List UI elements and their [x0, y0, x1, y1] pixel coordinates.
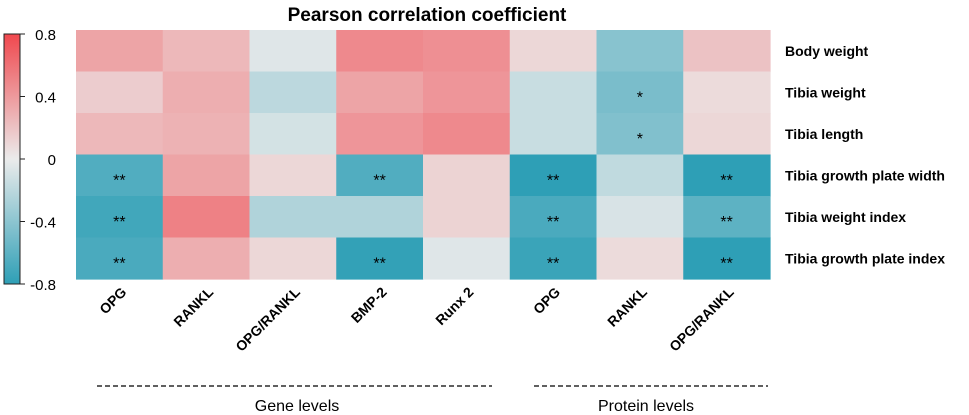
- heatmap-cell: [683, 154, 771, 197]
- column-label: OPG/RANKL: [666, 283, 737, 354]
- heatmap-cell: [249, 154, 337, 197]
- column-label: OPG: [96, 284, 129, 317]
- significance-mark: **: [113, 214, 125, 231]
- heatmap-cell: [249, 71, 337, 114]
- heatmap-cell: [423, 196, 511, 239]
- heatmap-cell: [509, 113, 598, 156]
- column-label: Runx 2: [432, 284, 476, 328]
- heatmap-cell: [423, 237, 511, 280]
- heatmap-cell: [683, 196, 771, 239]
- significance-mark: **: [720, 214, 732, 231]
- heatmap-cell: [596, 196, 684, 239]
- colorbar-tick-label: -0.8: [30, 277, 56, 294]
- heatmap-cell: [162, 237, 251, 280]
- gene-levels-label: Gene levels: [255, 398, 340, 415]
- row-label: Tibia growth plate index: [785, 250, 945, 266]
- heatmap-cell: [336, 113, 424, 156]
- heatmap-cells: [76, 30, 771, 280]
- significance-mark: **: [373, 172, 385, 189]
- heatmap-cell: [162, 154, 251, 197]
- chart-title: Pearson correlation coefficient: [288, 5, 567, 26]
- heatmap-cell: [336, 154, 424, 197]
- significance-mark: **: [547, 214, 559, 231]
- heatmap-cell: [596, 113, 684, 156]
- heatmap-cell: [336, 30, 424, 73]
- significance-mark: **: [113, 255, 125, 272]
- heatmap-cell: [509, 71, 598, 114]
- row-label: Tibia length: [785, 126, 863, 142]
- heatmap-cell: [249, 30, 337, 73]
- significance-mark: **: [720, 172, 732, 189]
- column-label: RANKL: [604, 283, 650, 329]
- heatmap-cell: [683, 30, 771, 73]
- heatmap-cell: [162, 113, 251, 156]
- heatmap-cell: [596, 30, 684, 73]
- heatmap-cell: [76, 196, 164, 239]
- colorbar-tick-label: 0.8: [35, 27, 56, 44]
- heatmap-cell: [596, 71, 684, 114]
- heatmap-cell: [596, 154, 684, 197]
- column-label: OPG/RANKL: [232, 283, 303, 354]
- heatmap-cell: [683, 71, 771, 114]
- significance-mark: **: [547, 172, 559, 189]
- heatmap-cell: [76, 30, 164, 73]
- column-label: RANKL: [170, 283, 216, 329]
- colorbar-tick-label: 0.4: [35, 90, 56, 107]
- heatmap-cell: [249, 196, 337, 239]
- heatmap-cell: [423, 71, 511, 114]
- heatmap-cell: [509, 196, 598, 239]
- column-label: BMP-2: [348, 284, 390, 326]
- significance-mark: **: [547, 255, 559, 272]
- heatmap-cell: [423, 154, 511, 197]
- colorbar-tick-label: -0.4: [30, 215, 56, 232]
- heatmap-cell: [76, 237, 164, 280]
- heatmap-cell: [336, 237, 424, 280]
- heatmap-cell: [76, 71, 164, 114]
- heatmap-cell: [423, 113, 511, 156]
- heatmap-cell: [162, 196, 251, 239]
- row-label: Body weight: [785, 43, 869, 59]
- heatmap-cell: [423, 30, 511, 73]
- column-label: OPG: [530, 284, 563, 317]
- heatmap-cell: [162, 71, 251, 114]
- significance-mark: **: [113, 172, 125, 189]
- row-label: Tibia weight: [785, 84, 866, 100]
- colorbar-ticks: 0.8 0.4 0 -0.4 -0.8: [20, 27, 56, 294]
- heatmap-cell: [76, 113, 164, 156]
- heatmap-cell: [596, 237, 684, 280]
- colorbar: [3, 33, 21, 285]
- row-label: Tibia growth plate width: [785, 167, 945, 183]
- heatmap-cell: [336, 196, 424, 239]
- significance-mark: *: [637, 131, 643, 148]
- colorbar-tick-label: 0: [48, 152, 56, 169]
- row-labels: Body weight Tibia weight Tibia length Tibia…: [785, 43, 945, 267]
- heatmap-cell: [509, 154, 598, 197]
- heatmap-cell: [76, 154, 164, 197]
- row-label: Tibia weight index: [785, 209, 906, 225]
- heatmap-cell: [683, 113, 771, 156]
- heatmap-cell: [162, 30, 251, 73]
- heatmap-cell: [509, 237, 598, 280]
- heatmap-cell: [249, 237, 337, 280]
- protein-levels-label: Protein levels: [598, 398, 694, 415]
- heatmap-cell: [249, 113, 337, 156]
- heatmap-cell: [336, 71, 424, 114]
- significance-marks: **** ** ** **** ** **** ** ** **: [113, 89, 733, 272]
- heatmap-cell: [683, 237, 771, 280]
- column-labels: OPG RANKL OPG/RANKL BMP-2 Runx 2 OPG RANKL OPG/…: [96, 283, 737, 354]
- heatmap-cell: [509, 30, 598, 73]
- significance-mark: **: [720, 255, 732, 272]
- significance-mark: **: [373, 255, 385, 272]
- significance-mark: *: [637, 89, 643, 106]
